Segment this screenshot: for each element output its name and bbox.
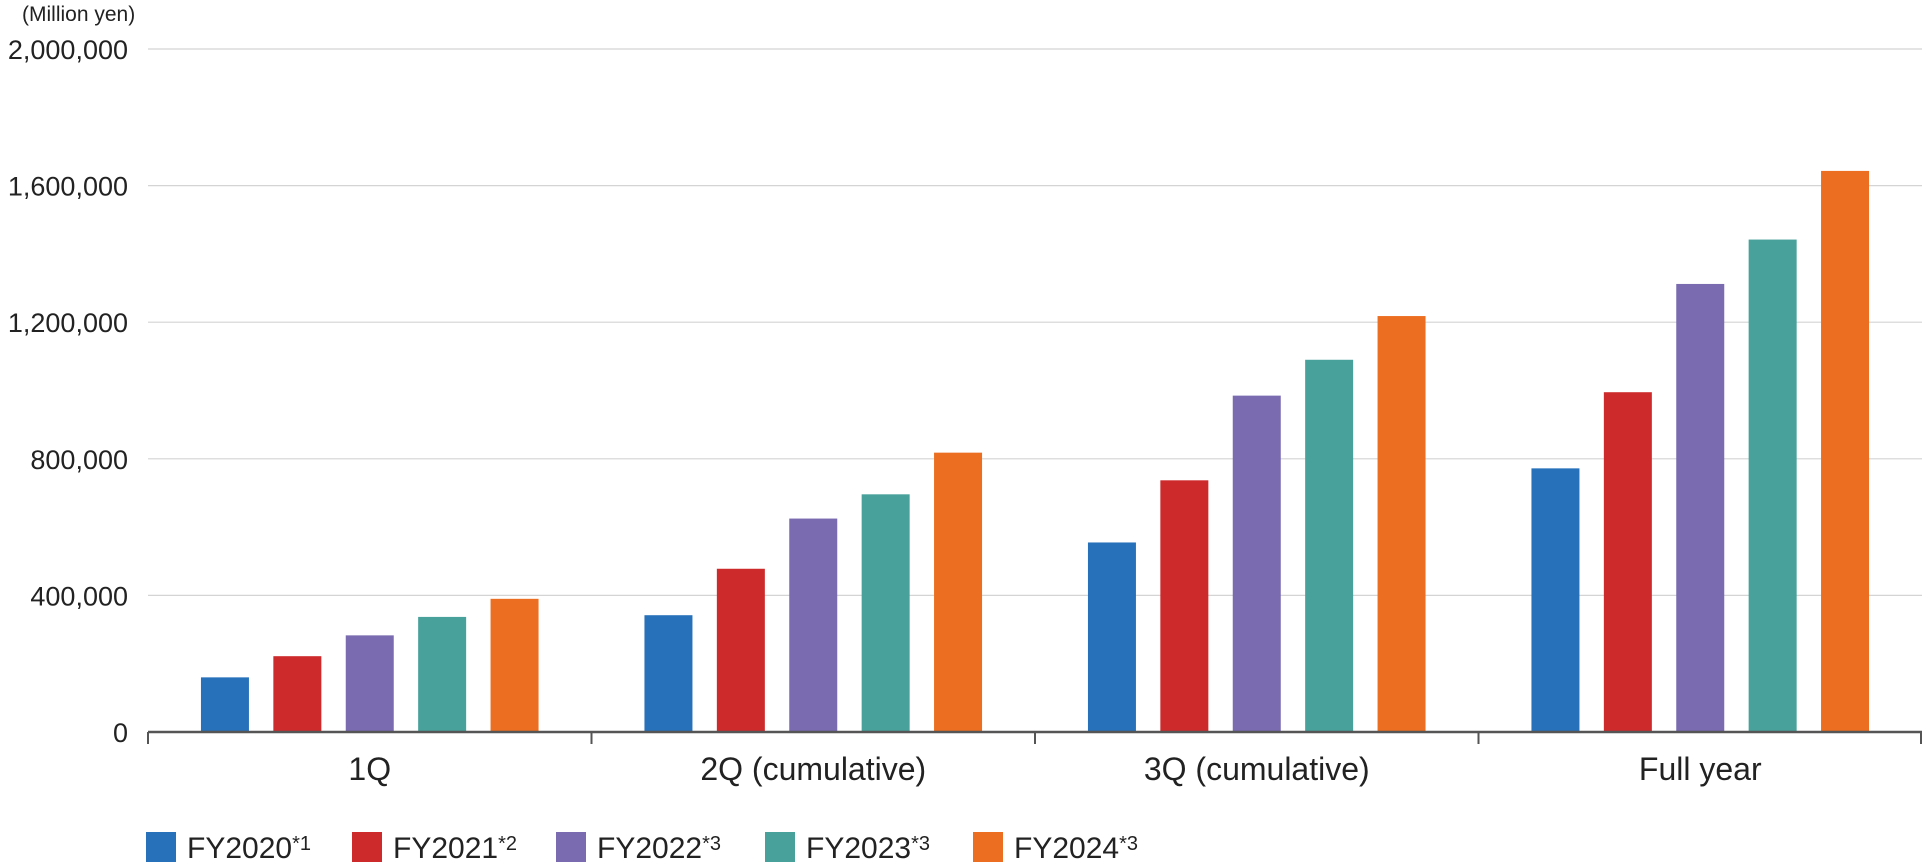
x-axis-ticks: 1Q 2Q (cumulative) 3Q (cumulative) Full yea… — [348, 751, 1762, 787]
legend-series-name: FY2024 — [1014, 832, 1119, 862]
legend-series-name: FY2021 — [393, 832, 498, 862]
bar-fy2020-4 — [1531, 468, 1580, 732]
bar-fy2021-3 — [1160, 480, 1209, 732]
bar-fy2022-4 — [1676, 283, 1725, 732]
bar-fy2024-3 — [1377, 316, 1426, 732]
legend-label-fy2022: FY2022*3 — [597, 832, 721, 862]
x-tick-label: 3Q (cumulative) — [1144, 751, 1370, 787]
bar-fy2022-1 — [345, 635, 394, 732]
y-tick-label: 400,000 — [30, 581, 128, 611]
x-tick-label: 2Q (cumulative) — [700, 751, 926, 787]
legend-footnote-mark: *3 — [702, 833, 721, 855]
legend-swatch-fy2021 — [352, 832, 382, 862]
legend: FY2020*1 FY2021*2 FY2022*3 FY2023*3 FY2024*3 — [146, 832, 1138, 865]
bar-fy2023-1 — [418, 616, 467, 732]
bar-fy2022-3 — [1232, 395, 1281, 732]
legend-swatch-fy2023 — [765, 832, 795, 862]
legend-footnote-mark: *2 — [498, 833, 517, 855]
y-tick-label: 1,200,000 — [8, 308, 128, 338]
legend-series-name: FY2022 — [597, 832, 702, 862]
bar-fy2024-2 — [934, 452, 983, 732]
bar-fy2023-4 — [1748, 239, 1797, 732]
x-tick-label: 1Q — [348, 751, 391, 787]
y-tick-label: 1,600,000 — [8, 172, 128, 202]
x-tick-label: Full year — [1639, 751, 1762, 787]
y-tick-label: 800,000 — [30, 445, 128, 475]
legend-footnote-mark: *3 — [911, 833, 930, 855]
legend-swatch-fy2022 — [556, 832, 586, 862]
legend-swatch-fy2020 — [146, 832, 176, 862]
bar-fy2020-2 — [644, 615, 693, 732]
bars — [200, 170, 1870, 732]
y-axis-ticks: 0 400,000 800,000 1,200,000 1,600,000 2,000,0… — [8, 35, 128, 748]
bar-fy2020-3 — [1087, 542, 1136, 732]
legend-label-fy2023: FY2023*3 — [806, 832, 930, 862]
bar-fy2021-2 — [716, 568, 765, 732]
bar-fy2020-1 — [200, 677, 249, 732]
bar-fy2021-4 — [1603, 392, 1652, 732]
legend-label-fy2021: FY2021*2 — [393, 832, 517, 862]
legend-label-fy2024: FY2024*3 — [1014, 832, 1138, 862]
bar-fy2024-1 — [490, 598, 539, 732]
bar-fy2021-1 — [273, 656, 322, 732]
gridlines — [148, 48, 1922, 597]
legend-label-fy2020: FY2020*1 — [187, 832, 311, 862]
x-axis — [147, 730, 1922, 744]
legend-footnote-mark: *3 — [1119, 833, 1138, 855]
legend-series-name: FY2023 — [806, 832, 911, 862]
y-tick-label: 2,000,000 — [8, 35, 128, 65]
bar-fy2022-2 — [789, 518, 838, 732]
bar-fy2024-4 — [1821, 170, 1870, 732]
bar-fy2023-2 — [861, 494, 910, 732]
legend-series-name: FY2020 — [187, 832, 292, 862]
bar-fy2023-3 — [1305, 359, 1354, 732]
y-tick-label: 0 — [113, 718, 128, 748]
legend-footnote-mark: *1 — [292, 833, 311, 855]
y-axis-unit-label: (Million yen) — [22, 3, 135, 26]
legend-swatch-fy2024 — [973, 832, 1003, 862]
